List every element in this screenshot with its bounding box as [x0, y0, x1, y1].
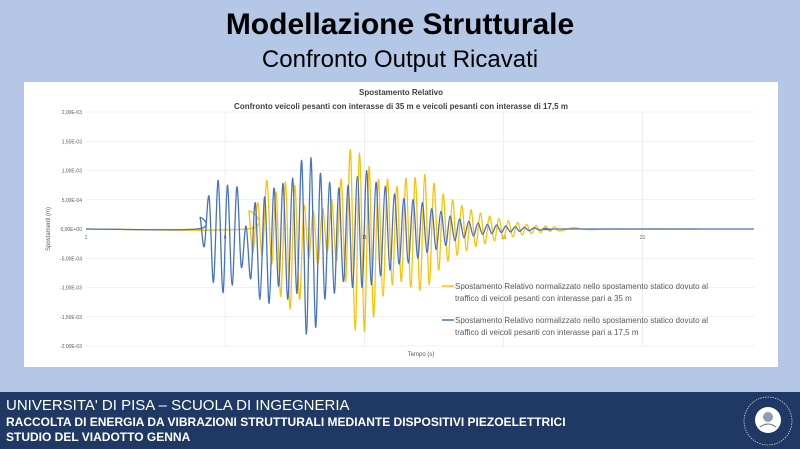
slide-title: Modellazione Strutturale [225, 8, 575, 41]
y-tick-label: 2,00E-03 [62, 110, 83, 116]
displacement-chart: Spostamento Relativo Confronto veicoli p… [46, 88, 755, 358]
x-axis-label: Tempo (s) [408, 352, 435, 358]
university-seal-logo [743, 396, 793, 446]
footer-case-study: STUDIO DEL VIADOTTO GENNA [6, 430, 191, 444]
y-tick-label: 1,00E-03 [62, 169, 83, 175]
legend: Spostamento Relativo normalizzato nello … [442, 282, 708, 337]
series-line-17-5m [85, 156, 755, 335]
footer: UNIVERSITA' DI PISA – SCUOLA DI INGEGNER… [0, 392, 800, 449]
chart-container: Spostamento Relativo Confronto veicoli p… [24, 82, 778, 367]
y-tick-label: -1,50E-03 [60, 315, 82, 321]
y-tick-label: 1,50E-03 [62, 139, 83, 145]
y-axis-label: Spostamenti (m) [46, 207, 52, 251]
y-tick-label: -2,00E-03 [60, 344, 82, 350]
x-tick-label: 1 [85, 235, 88, 241]
legend-label-17-5: Spostamento Relativo normalizzato nello … [455, 316, 708, 337]
footer-university: UNIVERSITA' DI PISA – SCUOLA DI INGEGNER… [6, 397, 350, 414]
x-tick-label: 21 [640, 235, 646, 241]
slide-subtitle: Confronto Output Ricavati [261, 46, 539, 73]
legend-label-35: Spostamento Relativo normalizzato nello … [455, 282, 708, 303]
y-tick-label: -1,00E-03 [60, 286, 82, 292]
chart-title: Spostamento Relativo [359, 88, 443, 97]
y-tick-label: 5,00E-04 [62, 198, 83, 204]
chart-subtitle: Confronto veicoli pesanti con interasse … [234, 102, 568, 111]
y-tick-label: 0,00E+00 [60, 227, 82, 233]
y-tick-label: -5,00E-04 [60, 256, 82, 262]
footer-thesis-title: RACCOLTA DI ENERGIA DA VIBRAZIONI STRUTT… [6, 415, 566, 429]
